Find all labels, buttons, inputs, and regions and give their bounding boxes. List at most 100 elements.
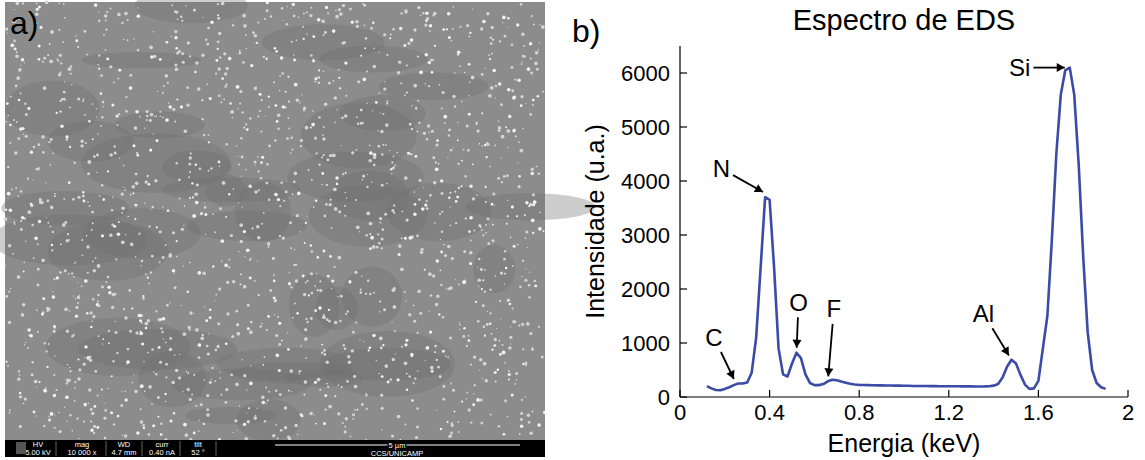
image-grain — [174, 354, 176, 356]
image-grain — [29, 334, 33, 338]
image-grain — [490, 86, 494, 90]
image-grain — [405, 300, 406, 301]
image-grain — [501, 158, 502, 159]
image-grain — [344, 426, 346, 428]
image-grain — [151, 255, 154, 258]
image-grain — [42, 297, 45, 300]
image-grain — [445, 289, 446, 290]
image-grain — [106, 57, 109, 60]
image-grain — [360, 288, 362, 290]
image-grain — [82, 100, 84, 102]
image-grain — [306, 11, 308, 13]
image-grain — [459, 26, 461, 28]
image-grain — [533, 200, 537, 204]
image-grain — [288, 390, 290, 392]
image-grain — [97, 394, 99, 396]
image-grain — [305, 318, 307, 320]
image-grain — [503, 433, 506, 436]
image-grain — [362, 179, 363, 180]
image-grain — [452, 389, 455, 392]
image-grain — [37, 243, 39, 245]
image-grain — [16, 76, 20, 80]
image-grain — [417, 100, 419, 102]
image-grain — [121, 212, 123, 214]
image-grain — [302, 26, 304, 28]
image-grain — [239, 50, 241, 52]
image-grain — [277, 316, 279, 318]
image-grain — [42, 151, 45, 154]
image-grain — [317, 289, 319, 291]
image-grain — [521, 323, 524, 326]
image-grain — [313, 414, 314, 415]
image-grain — [471, 76, 475, 80]
image-grain — [413, 382, 415, 384]
image-grain — [469, 36, 471, 38]
image-grain — [144, 128, 145, 129]
image-grain — [95, 257, 97, 259]
image-grain — [446, 28, 448, 30]
image-grain — [224, 85, 227, 88]
image-grain — [385, 123, 389, 127]
image-grain — [128, 289, 131, 292]
image-grain — [23, 270, 25, 272]
image-grain — [60, 62, 62, 64]
image-grain — [92, 315, 95, 318]
image-grain — [469, 185, 472, 188]
image-grain — [107, 170, 109, 172]
image-grain — [417, 290, 421, 294]
image-grain — [70, 370, 72, 372]
image-grain — [105, 19, 107, 21]
image-grain — [163, 85, 165, 87]
image-grain — [209, 316, 212, 319]
image-grain — [442, 385, 445, 388]
image-grain — [334, 207, 338, 211]
image-grain — [241, 111, 243, 113]
image-grain — [25, 113, 28, 116]
image-grain — [387, 381, 390, 384]
image-grain — [366, 186, 368, 188]
image-grain — [172, 269, 176, 273]
image-grain — [112, 293, 116, 297]
image-grain — [236, 332, 240, 336]
image-grain — [166, 304, 169, 307]
image-grain — [38, 58, 41, 61]
image-grain — [101, 286, 104, 289]
image-grain — [155, 373, 157, 375]
image-grain — [310, 127, 312, 129]
image-grain — [19, 395, 22, 398]
image-grain — [7, 115, 9, 117]
image-grain — [77, 282, 78, 283]
image-grain — [66, 420, 68, 422]
image-grain — [244, 437, 248, 441]
image-grain — [176, 256, 178, 258]
image-grain — [453, 6, 454, 7]
image-grain — [280, 182, 283, 185]
image-grain — [48, 418, 52, 422]
image-grain — [160, 318, 163, 321]
image-grain — [308, 169, 310, 171]
image-grain — [275, 193, 278, 196]
image-grain — [86, 235, 88, 237]
image-grain — [398, 244, 402, 248]
image-patch — [340, 95, 426, 131]
image-grain — [98, 20, 100, 22]
image-grain — [261, 396, 264, 399]
image-grain — [129, 330, 132, 333]
image-grain — [66, 239, 70, 243]
image-grain — [512, 96, 516, 100]
image-grain — [461, 100, 463, 102]
image-grain — [336, 109, 337, 110]
image-grain — [303, 12, 305, 14]
image-grain — [107, 276, 110, 279]
image-grain — [354, 385, 358, 389]
image-grain — [499, 300, 501, 302]
image-grain — [257, 261, 258, 262]
image-grain — [92, 103, 94, 105]
image-grain — [169, 419, 172, 422]
image-grain — [377, 130, 379, 132]
image-grain — [319, 389, 321, 391]
image-grain — [63, 91, 66, 94]
image-grain — [405, 218, 408, 221]
image-grain — [88, 403, 89, 404]
image-grain — [367, 174, 368, 175]
